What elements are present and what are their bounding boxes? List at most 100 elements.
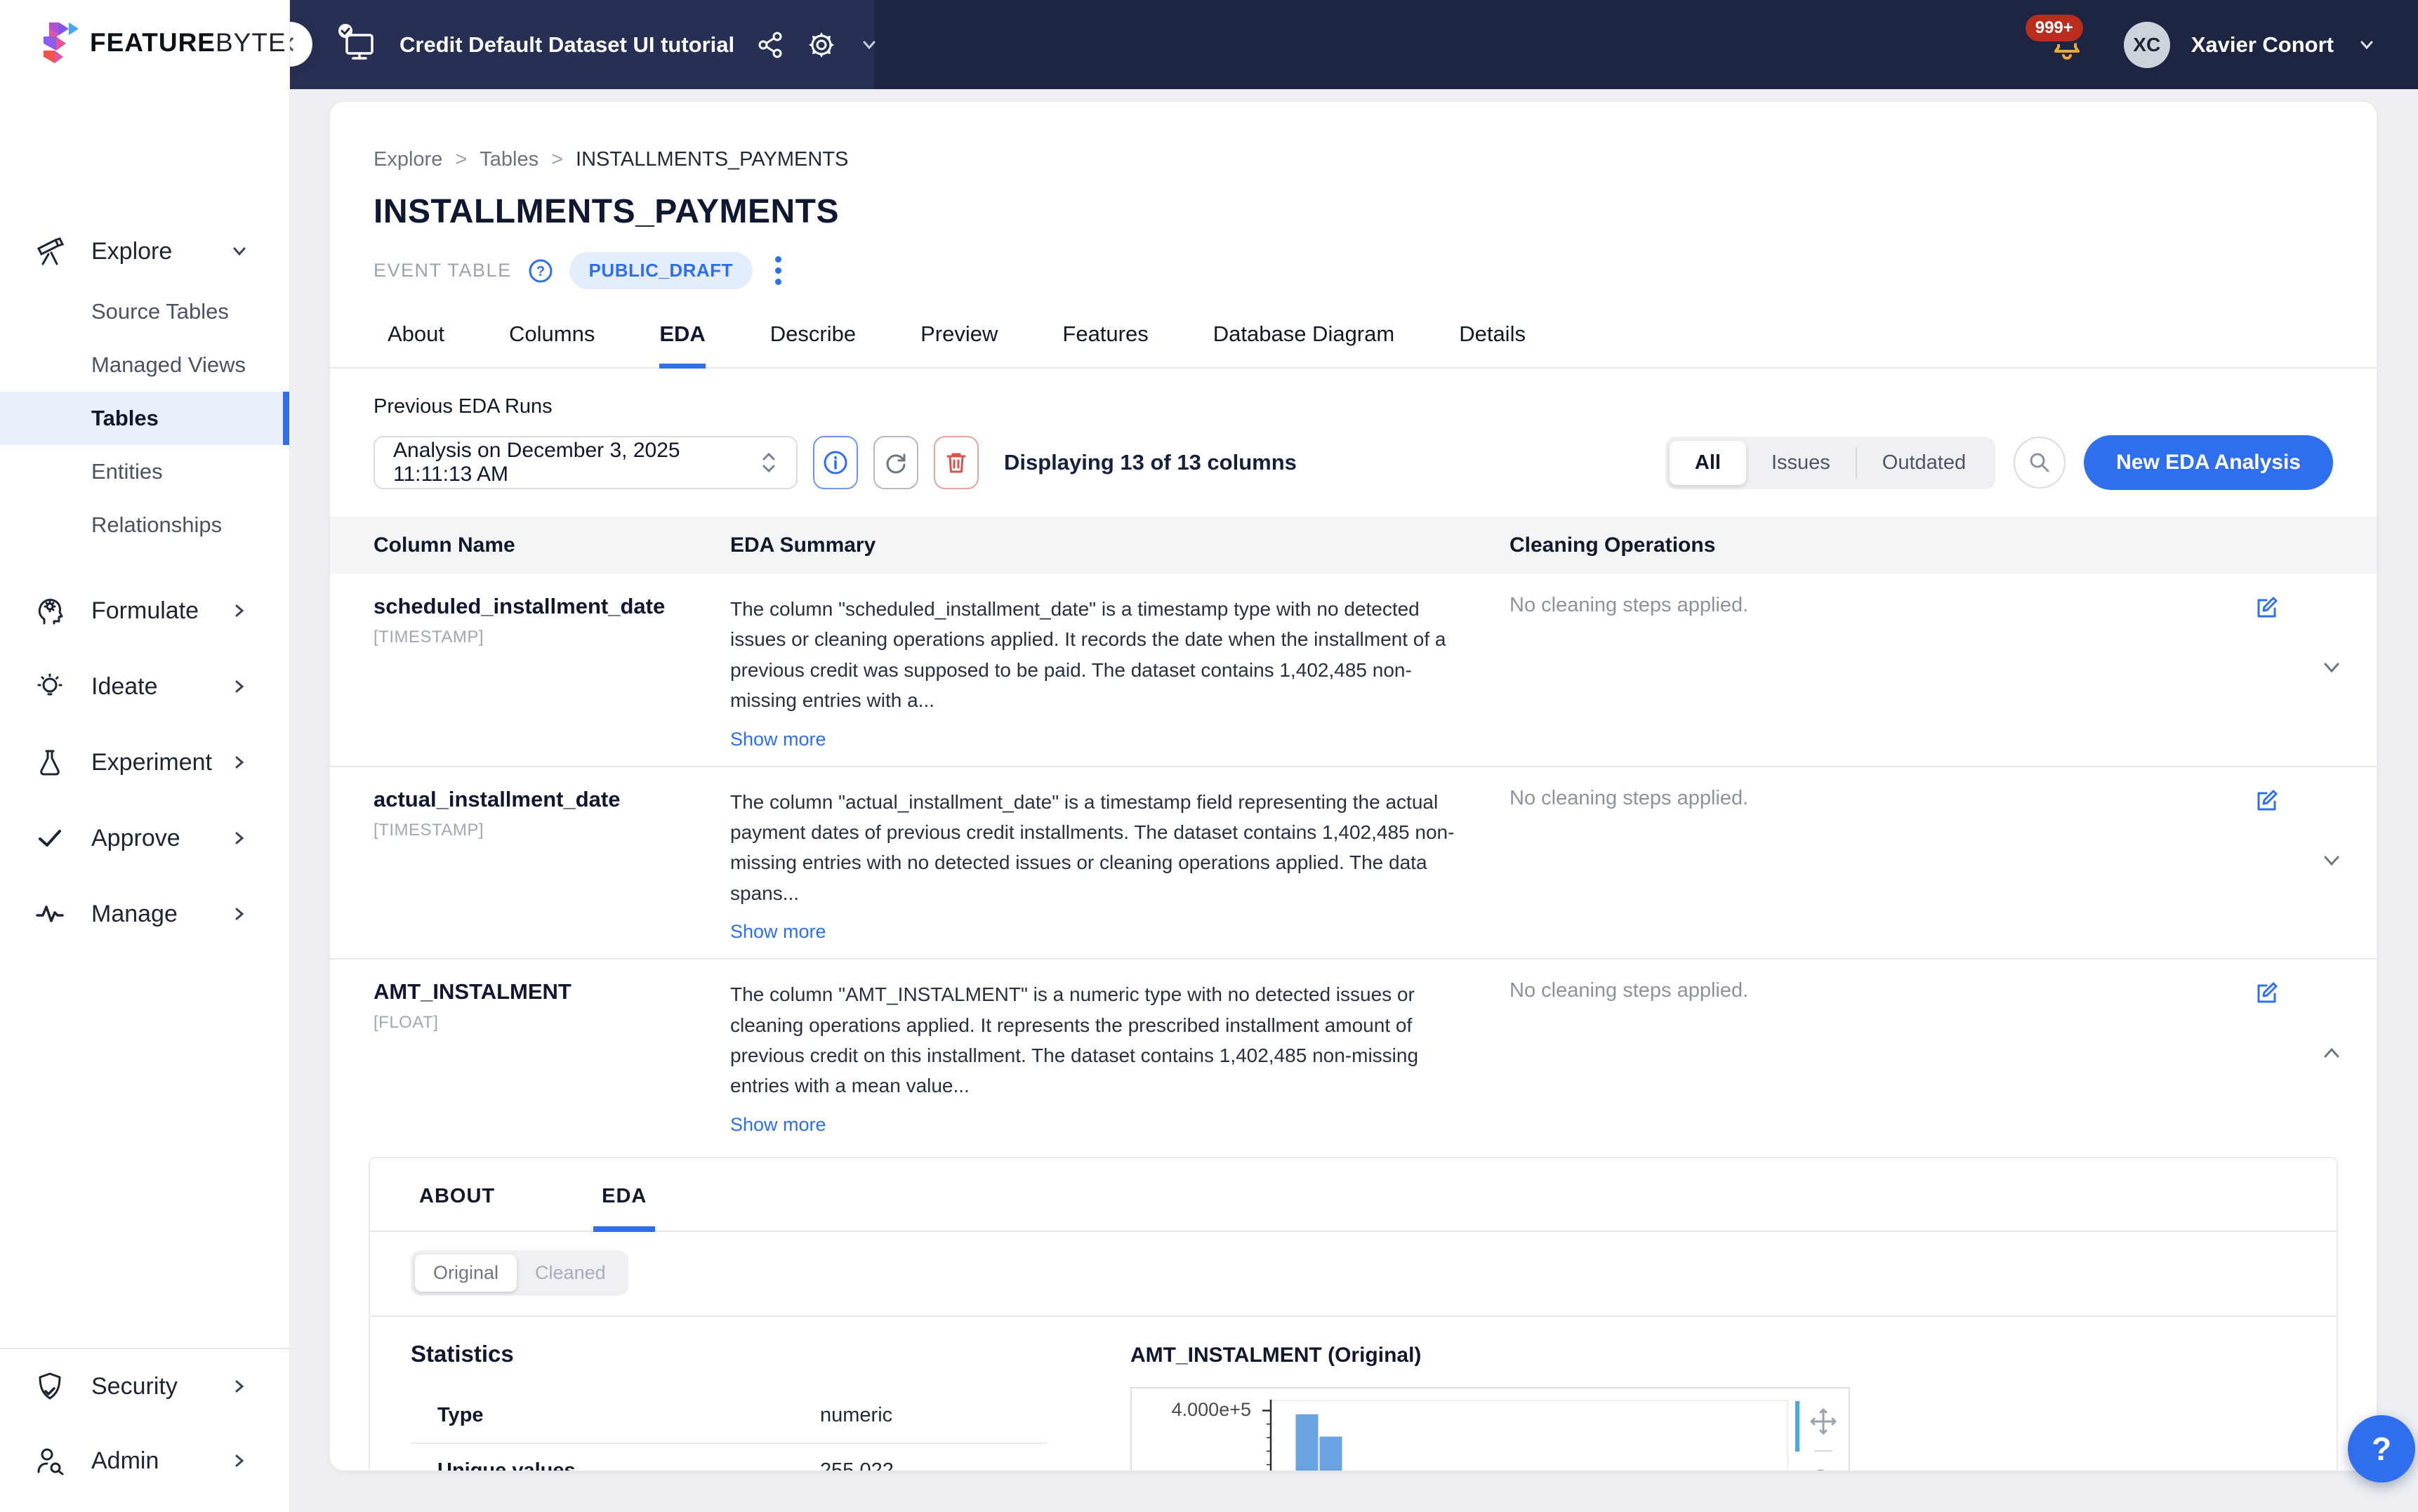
edit-icon[interactable] — [2252, 594, 2280, 622]
new-eda-analysis-button[interactable]: New EDA Analysis — [2084, 435, 2333, 490]
chevron-right-icon — [229, 600, 250, 621]
head-gear-icon — [34, 595, 66, 626]
sidebar-item-security[interactable]: Security — [0, 1349, 289, 1424]
chevron-down-icon[interactable] — [858, 34, 880, 56]
eda-summary-text: The column "AMT_INSTALMENT" is a numeric… — [730, 983, 1419, 1097]
tab-about[interactable]: About — [388, 321, 445, 346]
detail-panel-tabs: ABOUT EDA — [370, 1158, 2337, 1232]
notifications-badge: 999+ — [2022, 11, 2086, 44]
run-refresh-button[interactable] — [873, 436, 918, 489]
question-circle-icon[interactable]: ? — [527, 258, 554, 284]
sidebar-item-tables[interactable]: Tables — [0, 392, 289, 445]
sidebar-item-source-tables[interactable]: Source Tables — [91, 299, 229, 324]
sidebar-item-label: Manage — [91, 900, 178, 927]
table-meta-row: EVENT TABLE ? PUBLIC_DRAFT — [330, 231, 2377, 289]
chevron-right-icon — [229, 1450, 250, 1471]
tab-details[interactable]: Details — [1459, 321, 1526, 346]
run-delete-button[interactable] — [934, 436, 979, 489]
edit-icon[interactable] — [2252, 979, 2280, 1007]
run-info-button[interactable] — [813, 436, 858, 489]
panel-tab-eda[interactable]: EDA — [593, 1185, 656, 1232]
sidebar-item-relationships[interactable]: Relationships — [91, 512, 223, 537]
sidebar-item-entities[interactable]: Entities — [91, 459, 163, 484]
breadcrumb-tables[interactable]: Tables — [480, 148, 539, 171]
statistics-section: Statistics Type numeric Unique values 25… — [411, 1341, 1046, 1471]
tab-features[interactable]: Features — [1062, 321, 1149, 346]
column-detail-panel: ABOUT EDA Original Cleaned Statistics Ty… — [369, 1156, 2338, 1471]
eda-controls: Previous EDA Runs Analysis on December 3… — [330, 369, 2377, 490]
cleaning-operations-text: No cleaning steps applied. — [1509, 979, 1749, 1002]
chevron-down-icon[interactable] — [2318, 847, 2345, 874]
avatar[interactable]: XC — [2123, 21, 2170, 68]
stat-value: numeric — [820, 1403, 893, 1426]
sidebar-item-experiment[interactable]: Experiment — [0, 724, 289, 800]
sidebar-item-label: Explore — [91, 237, 173, 265]
search-button[interactable] — [2014, 437, 2066, 489]
statistics-title: Statistics — [411, 1340, 514, 1367]
show-more-link[interactable]: Show more — [730, 728, 826, 750]
version-toggle: Original Cleaned — [411, 1249, 628, 1296]
sidebar-item-admin[interactable]: Admin — [0, 1424, 289, 1498]
filter-all[interactable]: All — [1669, 440, 1746, 485]
cleaning-operations-text: No cleaning steps applied. — [1509, 786, 1749, 809]
workspace-selector[interactable]: Credit Default Dataset UI tutorial — [267, 0, 876, 89]
header-cleaning-operations: Cleaning Operations — [1509, 533, 1716, 557]
columns-table-header: Column Name EDA Summary Cleaning Operati… — [330, 517, 2377, 574]
brand-logo[interactable]: FEATUREBYTE — [0, 0, 289, 65]
panel-tab-about[interactable]: ABOUT — [419, 1184, 496, 1207]
sidebar-item-label: Approve — [91, 824, 180, 851]
stat-row: Unique values 255,022 — [411, 1444, 1046, 1471]
sidebar-item-managed-views[interactable]: Managed Views — [91, 352, 246, 377]
edit-icon[interactable] — [2252, 787, 2280, 815]
table-row: actual_installment_date [TIMESTAMP] The … — [330, 767, 2377, 960]
show-more-link[interactable]: Show more — [730, 921, 826, 943]
chevron-right-icon — [229, 676, 250, 697]
tab-preview[interactable]: Preview — [920, 321, 998, 346]
tab-describe[interactable]: Describe — [769, 321, 857, 346]
chevron-down-icon[interactable] — [2318, 654, 2345, 681]
search-icon — [2030, 453, 2049, 472]
stat-label: Unique values — [437, 1459, 576, 1471]
chevron-down-icon[interactable] — [2355, 33, 2379, 57]
breadcrumb-current: INSTALLMENTS_PAYMENTS — [576, 148, 849, 171]
toggle-cleaned[interactable]: Cleaned — [535, 1261, 606, 1283]
cleaning-operations-text: No cleaning steps applied. — [1509, 594, 1749, 616]
check-icon — [34, 823, 66, 854]
toggle-original[interactable]: Original — [415, 1254, 517, 1292]
select-arrows-icon — [760, 450, 778, 475]
column-name: actual_installment_date — [374, 786, 621, 811]
header-eda-summary: EDA Summary — [730, 533, 876, 557]
table-type-label: EVENT TABLE — [374, 260, 512, 281]
share-icon[interactable] — [755, 30, 785, 60]
chevron-up-icon[interactable] — [2318, 1040, 2345, 1066]
pan-icon[interactable] — [1809, 1407, 1838, 1436]
column-dtype: [TIMESTAMP] — [374, 820, 484, 840]
chart-toolbar — [1805, 1407, 1842, 1471]
tab-columns[interactable]: Columns — [509, 321, 595, 346]
filter-issues[interactable]: Issues — [1771, 451, 1830, 474]
tab-database-diagram[interactable]: Database Diagram — [1213, 321, 1395, 346]
page-title: INSTALLMENTS_PAYMENTS — [374, 193, 839, 230]
show-more-link[interactable]: Show more — [730, 1113, 826, 1135]
notifications-button[interactable]: 999+ — [2022, 11, 2086, 62]
sidebar-item-explore[interactable]: Explore — [0, 218, 289, 285]
zoom-icon[interactable] — [1809, 1466, 1838, 1471]
eda-run-select[interactable]: Analysis on December 3, 2025 11:11:13 AM — [374, 436, 798, 489]
sidebar: FEATUREBYTE Explore Source Tables Manage… — [0, 0, 290, 1512]
help-button[interactable]: ? — [2348, 1415, 2415, 1483]
sidebar-item-ideate[interactable]: Ideate — [0, 649, 289, 724]
histogram-svg[interactable] — [1261, 1399, 1789, 1471]
filter-outdated[interactable]: Outdated — [1882, 451, 1967, 474]
breadcrumb-explore[interactable]: Explore — [374, 148, 443, 171]
sidebar-item-approve[interactable]: Approve — [0, 800, 289, 876]
sidebar-item-manage[interactable]: Manage — [0, 876, 289, 952]
tab-eda[interactable]: EDA — [659, 321, 706, 369]
gear-icon[interactable] — [806, 29, 837, 60]
histogram-section: AMT_INSTALMENT (Original) Frequency 1.00… — [1130, 1341, 1850, 1471]
sidebar-item-label: Security — [91, 1372, 178, 1400]
column-filter: All Issues Outdated — [1665, 436, 1996, 489]
kebab-menu-icon[interactable] — [768, 253, 788, 288]
sidebar-item-formulate[interactable]: Formulate — [0, 573, 289, 649]
sidebar-item-label: Ideate — [91, 672, 158, 700]
workspace-title: Credit Default Dataset UI tutorial — [399, 32, 735, 57]
